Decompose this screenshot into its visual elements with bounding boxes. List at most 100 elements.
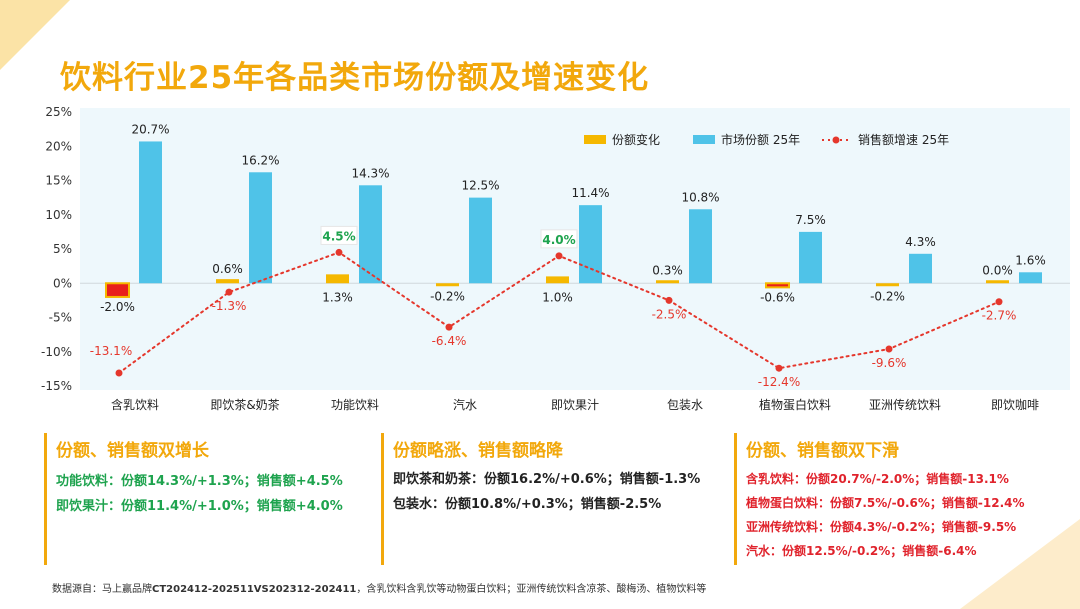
market-share-label: 14.3% bbox=[351, 166, 389, 180]
share-change-bar bbox=[216, 279, 239, 284]
x-category-label: 汽水 bbox=[453, 397, 477, 412]
sales-growth-point bbox=[445, 323, 453, 331]
sales-growth-label: -2.5% bbox=[652, 307, 687, 321]
market-share-label: 11.4% bbox=[571, 186, 609, 200]
legend-swatch-sales-growth-point bbox=[832, 136, 840, 144]
sales-growth-label: 4.0% bbox=[542, 233, 575, 247]
x-category-label: 功能饮料 bbox=[331, 398, 379, 412]
share-change-label: -2.0% bbox=[100, 300, 135, 314]
panel-title: 份额、销售额双增长 bbox=[56, 441, 209, 461]
sales-growth-label: -2.7% bbox=[982, 309, 1017, 323]
market-share-label: 10.8% bbox=[681, 190, 719, 204]
market-share-bar bbox=[249, 172, 272, 284]
x-category-label: 含乳饮料 bbox=[111, 397, 159, 412]
y-tick-label: 20% bbox=[45, 139, 72, 153]
chart: 25% 20% 15% 10% 5% 0% -5% -10% -15% 含乳饮料 -2.0% 20.7… bbox=[41, 105, 1070, 412]
sales-growth-point bbox=[665, 296, 673, 304]
market-share-bar bbox=[799, 231, 822, 284]
share-change-label: -0.2% bbox=[870, 289, 905, 303]
market-share-bar bbox=[1019, 272, 1042, 284]
share-change-bar bbox=[876, 283, 899, 287]
y-tick-label: 5% bbox=[53, 242, 72, 256]
share-change-label: 0.6% bbox=[212, 262, 243, 276]
sales-growth-label: -12.4% bbox=[758, 375, 800, 389]
sales-growth-point bbox=[555, 252, 563, 260]
share-change-label: 1.3% bbox=[322, 290, 353, 304]
sales-growth-label-box bbox=[320, 225, 358, 245]
panel-double-growth: 份额、销售额双增长 功能饮料：份额14.3%/+1.3%；销售额+4.5% 即饮… bbox=[44, 433, 374, 565]
legend-label: 份额变化 bbox=[612, 132, 660, 147]
page-title: 饮料行业25年各品类市场份额及增速变化 bbox=[60, 60, 650, 96]
panel-accent-bar bbox=[381, 433, 384, 565]
share-change-label: -0.2% bbox=[430, 289, 465, 303]
sales-growth-label-box bbox=[540, 229, 578, 249]
share-change-label: 0.0% bbox=[982, 263, 1013, 277]
market-share-bar bbox=[909, 253, 932, 284]
y-tick-label: 25% bbox=[45, 105, 72, 119]
share-change-bar bbox=[105, 282, 130, 298]
panel-title: 份额略涨、销售额略降 bbox=[393, 441, 563, 461]
panel-accent-bar bbox=[44, 433, 47, 565]
y-tick-label: 0% bbox=[53, 276, 72, 290]
market-share-label: 12.5% bbox=[461, 179, 499, 193]
sales-growth-point bbox=[225, 288, 233, 296]
share-change-bar bbox=[546, 276, 569, 284]
share-change-bar bbox=[326, 274, 349, 284]
x-category-label: 即饮咖啡 bbox=[991, 397, 1039, 412]
panel-line: 即饮茶和奶茶：份额16.2%/+0.6%；销售额-1.3% bbox=[393, 472, 701, 487]
sales-growth-label: -13.1% bbox=[90, 344, 132, 358]
x-category-label: 亚洲传统饮料 bbox=[869, 397, 941, 412]
source-suffix: ，含乳饮料含乳饮等动物蛋白饮料；亚洲传统饮料含凉茶、酸梅汤、植物饮料等 bbox=[356, 584, 707, 595]
x-category-label: 植物蛋白饮料 bbox=[759, 397, 831, 412]
share-change-bar bbox=[656, 280, 679, 284]
market-share-bar bbox=[139, 141, 162, 284]
sales-growth-point bbox=[995, 298, 1003, 306]
sales-growth-point bbox=[115, 369, 123, 377]
share-change-label: 1.0% bbox=[542, 290, 573, 304]
sales-growth-label: -1.3% bbox=[212, 299, 247, 313]
sales-growth-label: -6.4% bbox=[432, 334, 467, 348]
panel-line: 亚洲传统饮料：份额4.3%/-0.2%；销售额-9.5% bbox=[746, 520, 1017, 534]
panel-line: 汽水：份额12.5%/-0.2%；销售额-6.4% bbox=[746, 544, 977, 558]
data-source-note: 数据源自：马上赢品牌CT202412-202511VS202312-202411… bbox=[52, 580, 706, 595]
panel-line: 植物蛋白饮料：份额7.5%/-0.6%；销售额-12.4% bbox=[746, 496, 1025, 510]
market-share-label: 7.5% bbox=[795, 213, 826, 227]
share-change-label: 0.3% bbox=[652, 263, 683, 277]
market-share-bar bbox=[469, 197, 492, 284]
sales-growth-point bbox=[335, 248, 343, 256]
y-tick-label: -5% bbox=[49, 311, 72, 325]
market-share-bar bbox=[359, 185, 382, 284]
panel-title: 份额、销售额双下滑 bbox=[746, 441, 899, 461]
sales-growth-label: -9.6% bbox=[872, 356, 907, 370]
y-tick-label: 15% bbox=[45, 174, 72, 188]
x-category-label: 即饮果汁 bbox=[551, 398, 599, 412]
legend-swatch-share-change bbox=[584, 135, 606, 144]
market-share-label: 4.3% bbox=[905, 235, 936, 249]
source-prefix: 数据源自：马上赢品牌 bbox=[52, 584, 152, 595]
market-share-bar bbox=[689, 209, 712, 284]
panel-double-decline: 份额、销售额双下滑 含乳饮料：份额20.7%/-2.0%；销售额-13.1% 植… bbox=[734, 433, 1074, 565]
corner-decoration-bottom bbox=[960, 519, 1080, 609]
y-tick-label: -10% bbox=[41, 345, 72, 359]
share-change-bar bbox=[765, 282, 790, 289]
market-share-bar bbox=[579, 205, 602, 284]
legend-label: 销售额增速 25年 bbox=[858, 132, 949, 147]
panel-accent-bar bbox=[734, 433, 737, 565]
legend-swatch-market-share bbox=[693, 135, 715, 144]
sales-growth-point bbox=[775, 364, 783, 372]
source-period: CT202412-202511VS202312-202411 bbox=[152, 584, 357, 595]
corner-decoration bbox=[0, 0, 70, 70]
share-change-bar bbox=[986, 280, 1009, 284]
sales-growth-label: 4.5% bbox=[322, 229, 355, 243]
market-share-label: 16.2% bbox=[241, 153, 279, 167]
share-change-bar bbox=[436, 283, 459, 287]
market-share-label: 1.6% bbox=[1015, 253, 1046, 267]
market-share-label: 20.7% bbox=[131, 122, 169, 136]
panel-share-up-sales-down: 份额略涨、销售额略降 即饮茶和奶茶：份额16.2%/+0.6%；销售额-1.3%… bbox=[381, 433, 731, 565]
share-change-label: -0.6% bbox=[760, 290, 795, 304]
y-tick-label: -15% bbox=[41, 379, 72, 393]
legend-label: 市场份额 25年 bbox=[721, 132, 800, 147]
panel-line: 含乳饮料：份额20.7%/-2.0%；销售额-13.1% bbox=[746, 472, 1009, 486]
panel-line: 包装水：份额10.8%/+0.3%；销售额-2.5% bbox=[393, 497, 662, 512]
x-category-label: 即饮茶&奶茶 bbox=[210, 397, 279, 412]
